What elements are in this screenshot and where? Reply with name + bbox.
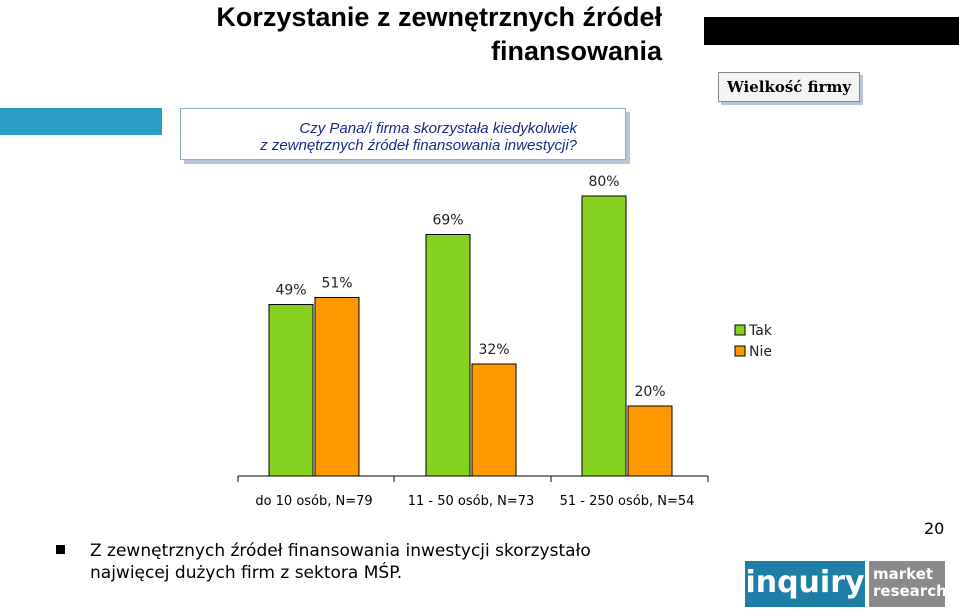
bar-nie-1 bbox=[471, 363, 517, 477]
data-label-nie-2: 20% bbox=[634, 384, 665, 400]
page-number: 20 bbox=[924, 519, 945, 538]
bullet-icon bbox=[56, 545, 65, 554]
header-bar bbox=[704, 17, 959, 45]
legend-label-tak: Tak bbox=[748, 323, 773, 339]
data-label-tak-1: 69% bbox=[432, 213, 463, 229]
data-label-nie-0: 51% bbox=[321, 276, 352, 292]
legend-label-nie: Nie bbox=[749, 344, 772, 360]
page-title: Korzystanie z zewnętrznych źródeł finans… bbox=[216, 2, 662, 66]
legend-swatch-nie bbox=[734, 345, 746, 357]
category-label: do 10 osób, N=79 bbox=[255, 494, 372, 509]
logo-market: market bbox=[873, 565, 934, 583]
logo-research: research bbox=[873, 582, 947, 600]
question-line-2: z zewnętrznych źródeł finansowania inwes… bbox=[260, 137, 577, 154]
bar-tak-2 bbox=[581, 195, 627, 477]
data-label-tak-2: 80% bbox=[588, 174, 619, 190]
summary-note: Z zewnętrznych źródeł finansowania inwes… bbox=[90, 541, 591, 583]
question-line-1: Czy Pana/i firma skorzystała kiedykolwie… bbox=[299, 120, 577, 137]
segment-label: Wielkość firmy bbox=[718, 72, 860, 102]
bar-nie-2 bbox=[627, 405, 673, 477]
logo-market-research: market research bbox=[869, 561, 947, 607]
company-logo: inquiry market research bbox=[745, 561, 947, 607]
data-label-nie-1: 32% bbox=[478, 342, 509, 358]
logo-inquiry: inquiry bbox=[745, 561, 865, 607]
bar-tak-0 bbox=[268, 304, 314, 477]
accent-strip bbox=[0, 108, 162, 135]
category-label: 51 - 250 osób, N=54 bbox=[560, 494, 695, 509]
data-label-tak-0: 49% bbox=[275, 283, 306, 299]
category-label: 11 - 50 osób, N=73 bbox=[408, 494, 535, 509]
question-box: Czy Pana/i firma skorzystała kiedykolwie… bbox=[180, 108, 626, 160]
legend-swatch-tak bbox=[734, 324, 746, 336]
bar-tak-1 bbox=[425, 234, 471, 477]
bar-nie-0 bbox=[314, 297, 360, 477]
